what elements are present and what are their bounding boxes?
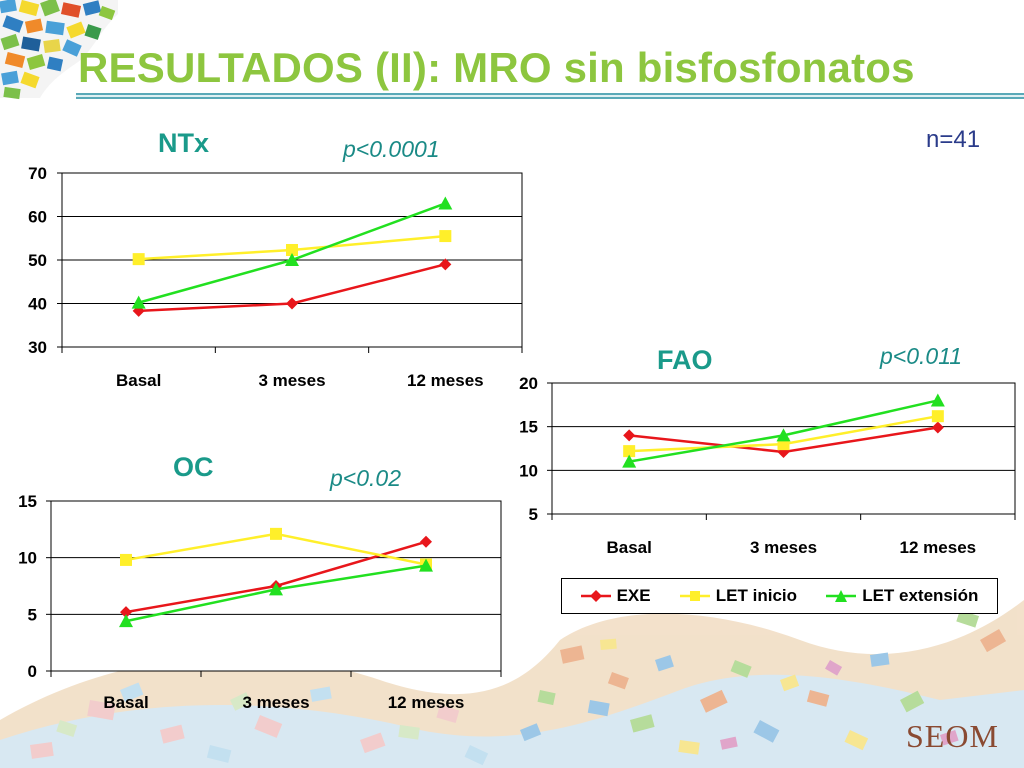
ntx-point-let-inicio bbox=[439, 230, 452, 243]
oc-point-let-inicio bbox=[270, 527, 282, 540]
fao-y-tick-label: 15 bbox=[519, 418, 538, 437]
ntx-point-let-inicio bbox=[132, 253, 145, 266]
ntx-y-tick-label: 30 bbox=[28, 338, 47, 357]
slide-title: RESULTADOS (II): MRO sin bisfosfonatos bbox=[78, 44, 915, 91]
fao-x-tick-label: Basal bbox=[606, 538, 651, 557]
pvalue-fao: p<0.011 bbox=[880, 343, 963, 369]
legend-marker-exe bbox=[580, 590, 611, 602]
fao-point-let-extension bbox=[776, 428, 791, 442]
chart-title-fao: FAO bbox=[657, 345, 713, 375]
fao-y-tick-label: 10 bbox=[519, 461, 538, 480]
fao-point-let-extension bbox=[622, 454, 637, 468]
legend-label-let-inicio: LET inicio bbox=[715, 586, 798, 605]
legend-marker-let-inicio bbox=[679, 591, 710, 601]
ntx-y-tick-label: 40 bbox=[28, 295, 47, 314]
oc-point-exe bbox=[120, 606, 132, 619]
ntx-point-let-inicio bbox=[286, 243, 298, 256]
legend-marker-let-extension bbox=[826, 590, 857, 602]
fao-y-tick-label: 5 bbox=[529, 505, 538, 524]
fao-point-let-extension bbox=[930, 393, 945, 407]
ntx-y-tick-label: 60 bbox=[28, 208, 47, 227]
pvalue-ntx: p<0.0001 bbox=[343, 136, 440, 162]
oc-y-tick-label: 10 bbox=[18, 549, 37, 568]
fao-point-exe bbox=[623, 429, 636, 442]
oc-y-tick-label: 0 bbox=[28, 662, 37, 681]
oc-point-let-extension bbox=[119, 614, 133, 628]
legend-item-exe: EXE bbox=[580, 586, 651, 606]
sample-size-label: n=41 bbox=[926, 126, 981, 153]
fao-point-let-inicio bbox=[931, 410, 944, 423]
ntx-point-let-extension bbox=[131, 295, 146, 309]
chart-legend: EXE LET inicio LET extensión bbox=[561, 578, 998, 614]
ntx-y-tick-label: 50 bbox=[28, 251, 47, 270]
oc-x-tick-label: Basal bbox=[103, 693, 148, 712]
seom-logo: SEOM bbox=[906, 718, 999, 754]
ntx-point-exe bbox=[439, 258, 452, 271]
legend-item-let-inicio: LET inicio bbox=[679, 586, 798, 606]
chart-title-oc: OC bbox=[173, 452, 214, 482]
ntx-x-tick-label: 3 meses bbox=[258, 371, 325, 390]
fao-point-let-inicio bbox=[623, 445, 636, 458]
oc-point-let-inicio bbox=[120, 553, 132, 566]
ntx-point-let-extension bbox=[285, 253, 299, 266]
legend-label-let-extension: LET extensión bbox=[862, 586, 979, 605]
ntx-y-tick-label: 70 bbox=[28, 164, 47, 183]
ntx-x-tick-label: 12 meses bbox=[407, 371, 484, 390]
legend-item-let-extension: LET extensión bbox=[826, 586, 978, 606]
fao-point-exe bbox=[931, 421, 944, 434]
fao-y-tick-label: 20 bbox=[519, 374, 538, 393]
chart-title-ntx: NTx bbox=[158, 128, 210, 158]
pvalue-oc: p<0.02 bbox=[330, 465, 401, 491]
fao-x-tick-label: 3 meses bbox=[750, 538, 817, 557]
title-rule bbox=[76, 93, 1024, 99]
oc-x-tick-label: 3 meses bbox=[242, 693, 309, 712]
ntx-point-let-extension bbox=[438, 196, 453, 210]
ntx-x-tick-label: Basal bbox=[116, 371, 161, 390]
oc-point-let-extension bbox=[269, 582, 283, 596]
oc-point-let-extension bbox=[419, 558, 433, 572]
oc-y-tick-label: 5 bbox=[28, 605, 37, 624]
legend-label-exe: EXE bbox=[616, 586, 651, 605]
ntx-point-exe bbox=[286, 297, 298, 310]
oc-x-tick-label: 12 meses bbox=[388, 693, 465, 712]
oc-point-exe bbox=[420, 535, 432, 548]
fao-x-tick-label: 12 meses bbox=[900, 538, 977, 557]
oc-y-tick-label: 15 bbox=[18, 492, 37, 511]
